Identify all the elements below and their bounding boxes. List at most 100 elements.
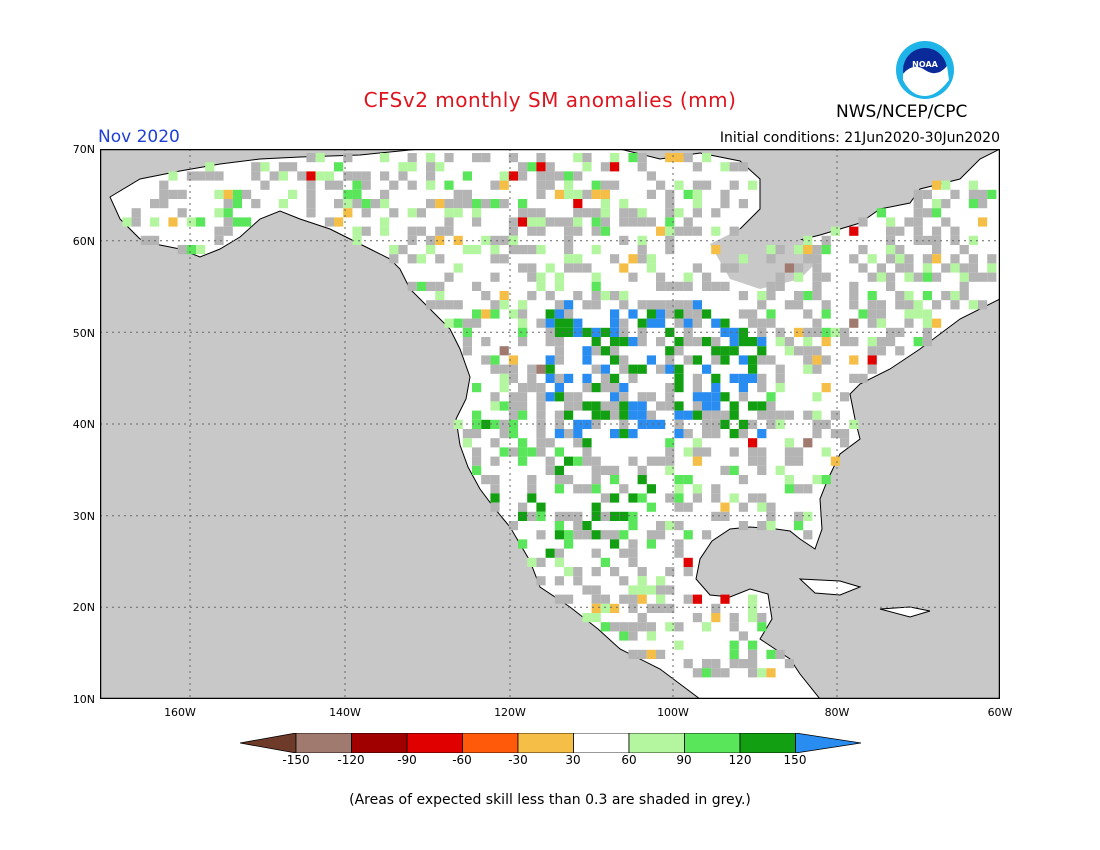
anomaly-cell bbox=[757, 410, 767, 420]
anomaly-cell bbox=[518, 208, 528, 218]
anomaly-cell bbox=[830, 429, 840, 439]
anomaly-cell bbox=[637, 364, 647, 374]
anomaly-cell bbox=[554, 594, 564, 604]
anomaly-cell bbox=[674, 640, 684, 650]
anomaly-cell bbox=[628, 631, 638, 641]
anomaly-cell bbox=[564, 456, 574, 466]
anomaly-cell bbox=[508, 355, 518, 365]
anomaly-cell bbox=[573, 291, 583, 301]
anomaly-cell bbox=[545, 217, 555, 227]
anomaly-cell bbox=[895, 226, 905, 236]
anomaly-cell bbox=[766, 668, 776, 678]
anomaly-cell bbox=[518, 327, 528, 337]
anomaly-cell bbox=[656, 585, 666, 595]
anomaly-cell bbox=[987, 189, 997, 199]
anomaly-cell bbox=[692, 208, 702, 218]
anomaly-cell bbox=[886, 337, 896, 347]
anomaly-cell bbox=[536, 511, 546, 521]
anomaly-cell bbox=[637, 585, 647, 595]
anomaly-cell bbox=[794, 272, 804, 282]
anomaly-cell bbox=[729, 162, 739, 172]
anomaly-cell bbox=[591, 245, 601, 255]
anomaly-cell bbox=[499, 291, 509, 301]
anomaly-cell bbox=[711, 603, 721, 613]
anomaly-cell bbox=[803, 484, 813, 494]
anomaly-cell bbox=[508, 364, 518, 374]
anomaly-cell bbox=[564, 318, 574, 328]
anomaly-cell bbox=[554, 171, 564, 181]
anomaly-cell bbox=[196, 245, 206, 255]
anomaly-cell bbox=[867, 272, 877, 282]
anomaly-cell bbox=[481, 355, 491, 365]
anomaly-cell bbox=[278, 162, 288, 172]
anomaly-cell bbox=[702, 309, 712, 319]
anomaly-cell bbox=[775, 281, 785, 291]
anomaly-cell bbox=[472, 410, 482, 420]
anomaly-cell bbox=[637, 235, 647, 245]
anomaly-cell bbox=[674, 373, 684, 383]
anomaly-cell bbox=[729, 337, 739, 347]
anomaly-cell bbox=[665, 392, 675, 402]
anomaly-cell bbox=[223, 199, 233, 209]
anomaly-cell bbox=[564, 254, 574, 264]
anomaly-cell bbox=[729, 401, 739, 411]
anomaly-cell bbox=[775, 649, 785, 659]
anomaly-cell bbox=[812, 392, 822, 402]
anomaly-cell bbox=[536, 189, 546, 199]
anomaly-cell bbox=[334, 180, 344, 190]
anomaly-cell bbox=[527, 475, 537, 485]
anomaly-cell bbox=[426, 199, 436, 209]
anomaly-cell bbox=[508, 429, 518, 439]
anomaly-cell bbox=[784, 475, 794, 485]
anomaly-cell bbox=[692, 410, 702, 420]
anomaly-cell bbox=[398, 171, 408, 181]
anomaly-cell bbox=[536, 502, 546, 512]
colorbar-swatch bbox=[628, 733, 685, 753]
anomaly-cell bbox=[784, 484, 794, 494]
anomaly-cell bbox=[554, 410, 564, 420]
anomaly-cell bbox=[665, 189, 675, 199]
anomaly-cell bbox=[610, 327, 620, 337]
anomaly-cell bbox=[702, 272, 712, 282]
anomaly-cell bbox=[564, 373, 574, 383]
anomaly-cell bbox=[564, 530, 574, 540]
colorbar-label: 120 bbox=[728, 753, 752, 767]
anomaly-cell bbox=[352, 235, 362, 245]
anomaly-cell bbox=[591, 401, 601, 411]
anomaly-cell bbox=[683, 530, 693, 540]
anomaly-cell bbox=[591, 585, 601, 595]
anomaly-cell bbox=[711, 392, 721, 402]
anomaly-cell bbox=[619, 263, 629, 273]
anomaly-cell bbox=[508, 235, 518, 245]
anomaly-cell bbox=[665, 456, 675, 466]
lon-label: 100W bbox=[657, 706, 689, 719]
anomaly-cell bbox=[628, 401, 638, 411]
anomaly-cell bbox=[628, 557, 638, 567]
anomaly-cell bbox=[674, 475, 684, 485]
anomaly-cell bbox=[573, 199, 583, 209]
anomaly-cell bbox=[959, 281, 969, 291]
anomaly-cell bbox=[784, 300, 794, 310]
colorbar-label: 60 bbox=[621, 753, 637, 767]
anomaly-cell bbox=[610, 392, 620, 402]
anomaly-cell bbox=[904, 309, 914, 319]
anomaly-cell bbox=[932, 235, 942, 245]
anomaly-cell bbox=[656, 364, 666, 374]
anomaly-cell bbox=[757, 521, 767, 531]
anomaly-cell bbox=[766, 649, 776, 659]
anomaly-cell bbox=[849, 226, 859, 236]
anomaly-cell bbox=[729, 263, 739, 273]
colorbar-label: 150 bbox=[783, 753, 807, 767]
anomaly-cell bbox=[545, 180, 555, 190]
anomaly-cell bbox=[168, 217, 178, 227]
anomaly-cell bbox=[656, 401, 666, 411]
anomaly-cell bbox=[536, 419, 546, 429]
anomaly-cell bbox=[564, 300, 574, 310]
anomaly-cell bbox=[812, 355, 822, 365]
anomaly-cell bbox=[591, 383, 601, 393]
anomaly-cell bbox=[941, 263, 951, 273]
anomaly-cell bbox=[591, 410, 601, 420]
colorbar-label: -90 bbox=[397, 753, 417, 767]
anomaly-cell bbox=[738, 254, 748, 264]
anomaly-cell bbox=[683, 217, 693, 227]
